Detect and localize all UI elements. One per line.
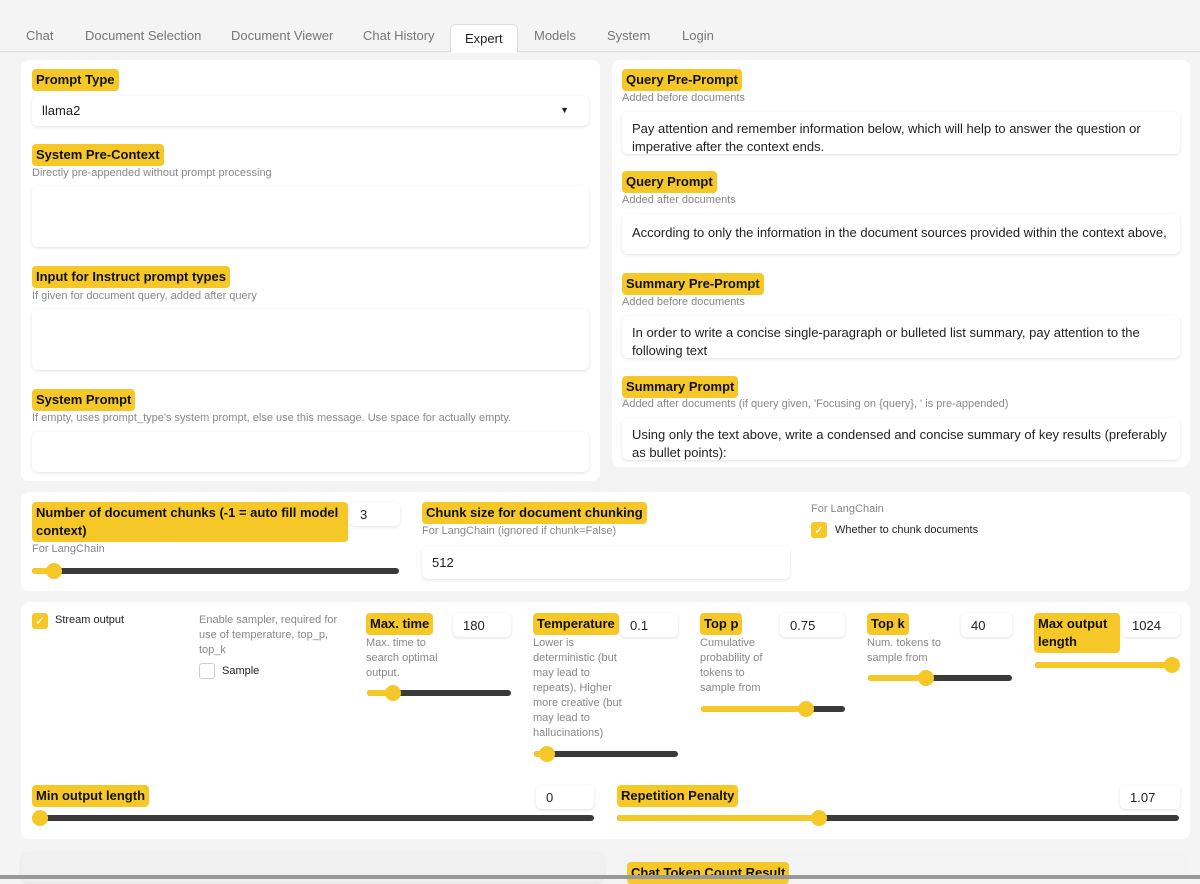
num-chunks-slider[interactable] — [32, 563, 399, 579]
top-k-info: Num. tokens to sample from — [867, 637, 941, 664]
stream-output-checkbox[interactable]: ✓ — [32, 613, 48, 629]
top-p-info: Cumulative probability of tokens to samp… — [700, 637, 763, 694]
system-prompt-info: If empty, uses prompt_type's system prom… — [32, 412, 512, 424]
summary-pre-prompt-label: Summary Pre-Prompt — [622, 273, 764, 295]
sample-label: Sample — [222, 665, 260, 677]
max-time-slider[interactable] — [367, 685, 511, 701]
summary-pre-prompt-info: Added before documents — [622, 296, 745, 308]
prompt-type-value: llama2 — [42, 103, 81, 118]
tab-expert[interactable]: Expert — [450, 24, 518, 53]
min-output-length-input[interactable]: 0 — [536, 785, 594, 809]
query-pre-prompt-info: Added before documents — [622, 92, 745, 104]
system-pre-context-info: Directly pre-appended without prompt pro… — [32, 167, 272, 179]
max-time-info: Max. time to search optimal output. — [366, 637, 438, 679]
tab-document-viewer[interactable]: Document Viewer — [231, 28, 334, 43]
temperature-input[interactable]: 0.1 — [620, 613, 678, 637]
tab-document-selection[interactable]: Document Selection — [85, 28, 202, 43]
repetition-penalty-input[interactable]: 1.07 — [1120, 785, 1180, 809]
min-output-length-slider[interactable] — [32, 810, 594, 826]
tab-chat-history[interactable]: Chat History — [363, 28, 435, 43]
stream-output-label: Stream output — [55, 614, 125, 626]
slider-thumb[interactable] — [811, 810, 828, 826]
slider-thumb[interactable] — [917, 670, 934, 686]
temperature-slider[interactable] — [534, 746, 678, 762]
chunk-size-input[interactable]: 512 — [422, 546, 790, 579]
temperature-label: Temperature — [533, 613, 619, 635]
query-pre-prompt-label: Query Pre-Prompt — [622, 69, 742, 91]
tab-chat[interactable]: Chat — [26, 28, 54, 43]
instruct-input[interactable] — [32, 309, 589, 370]
max-time-label: Max. time — [366, 613, 434, 635]
window-edge — [0, 875, 1200, 879]
sample-info: Enable sampler, required for use of temp… — [199, 614, 338, 656]
tab-login[interactable]: Login — [682, 28, 714, 43]
chunk-checkbox-label: Whether to chunk documents — [835, 524, 979, 536]
top-k-label: Top k — [867, 613, 909, 635]
chunk-checkbox[interactable]: ✓ — [811, 522, 827, 538]
prompt-type-dropdown[interactable]: llama2 ▼ — [32, 96, 589, 126]
slider-thumb[interactable] — [384, 685, 401, 701]
tab-system[interactable]: System — [607, 28, 651, 43]
tab-models[interactable]: Models — [534, 28, 576, 43]
prompt-type-label: Prompt Type — [32, 69, 119, 91]
top-k-slider[interactable] — [868, 670, 1012, 686]
system-prompt-input[interactable] — [32, 432, 589, 472]
num-chunks-input[interactable]: 3 — [350, 502, 400, 526]
tab-bar: Chat Document Selection Document Viewer … — [0, 22, 1200, 53]
instruct-input-label: Input for Instruct prompt types — [32, 266, 230, 288]
chunk-size-label: Chunk size for document chunking — [422, 502, 647, 524]
repetition-penalty-label: Repetition Penalty — [617, 785, 739, 807]
slider-thumb[interactable] — [798, 701, 815, 717]
instruct-input-info: If given for document query, added after… — [32, 290, 257, 302]
slider-thumb[interactable] — [1164, 657, 1180, 673]
max-output-length-input[interactable]: 1024 — [1122, 613, 1180, 637]
top-p-label: Top p — [700, 613, 743, 635]
slider-thumb[interactable] — [32, 810, 48, 826]
token-count-label: Chat Token Count Result — [627, 862, 790, 884]
chunk-size-info: For LangChain (ignored if chunk=False) — [422, 525, 617, 537]
max-output-length-label: Max output length — [1034, 613, 1120, 653]
check-icon: ✓ — [813, 523, 825, 537]
summary-prompt-label: Summary Prompt — [622, 376, 739, 398]
max-time-input[interactable]: 180 — [453, 613, 511, 637]
query-prompt-input[interactable]: According to only the information in the… — [622, 214, 1180, 254]
top-p-input[interactable]: 0.75 — [780, 613, 845, 637]
top-k-input[interactable]: 40 — [961, 613, 1012, 637]
min-output-length-label: Min output length — [32, 785, 150, 807]
system-pre-context-label: System Pre-Context — [32, 144, 164, 166]
num-chunks-info: For LangChain — [32, 543, 105, 555]
sample-checkbox[interactable] — [199, 663, 215, 679]
max-output-length-slider[interactable] — [1035, 657, 1180, 673]
query-prompt-info: Added after documents — [622, 194, 736, 206]
slider-thumb[interactable] — [538, 746, 555, 762]
generation-panel — [21, 602, 1190, 839]
query-pre-prompt-input[interactable]: Pay attention and remember information b… — [622, 112, 1180, 154]
dropdown-arrow-icon: ▼ — [560, 105, 569, 115]
query-prompt-label: Query Prompt — [622, 171, 717, 193]
check-icon: ✓ — [34, 614, 46, 628]
slider-thumb[interactable] — [46, 563, 63, 579]
chunk-info: For LangChain — [811, 503, 884, 515]
top-p-slider[interactable] — [701, 701, 845, 717]
summary-pre-prompt-input[interactable]: In order to write a concise single-parag… — [622, 316, 1180, 358]
num-chunks-label: Number of document chunks (-1 = auto fil… — [32, 502, 348, 542]
system-pre-context-input[interactable] — [32, 186, 589, 247]
summary-prompt-input[interactable]: Using only the text above, write a conde… — [622, 418, 1180, 460]
repetition-penalty-slider[interactable] — [617, 810, 1179, 826]
system-prompt-label: System Prompt — [32, 389, 136, 411]
summary-prompt-info: Added after documents (if query given, '… — [622, 398, 1009, 410]
temperature-info: Lower is deterministic (but may lead to … — [533, 637, 622, 739]
